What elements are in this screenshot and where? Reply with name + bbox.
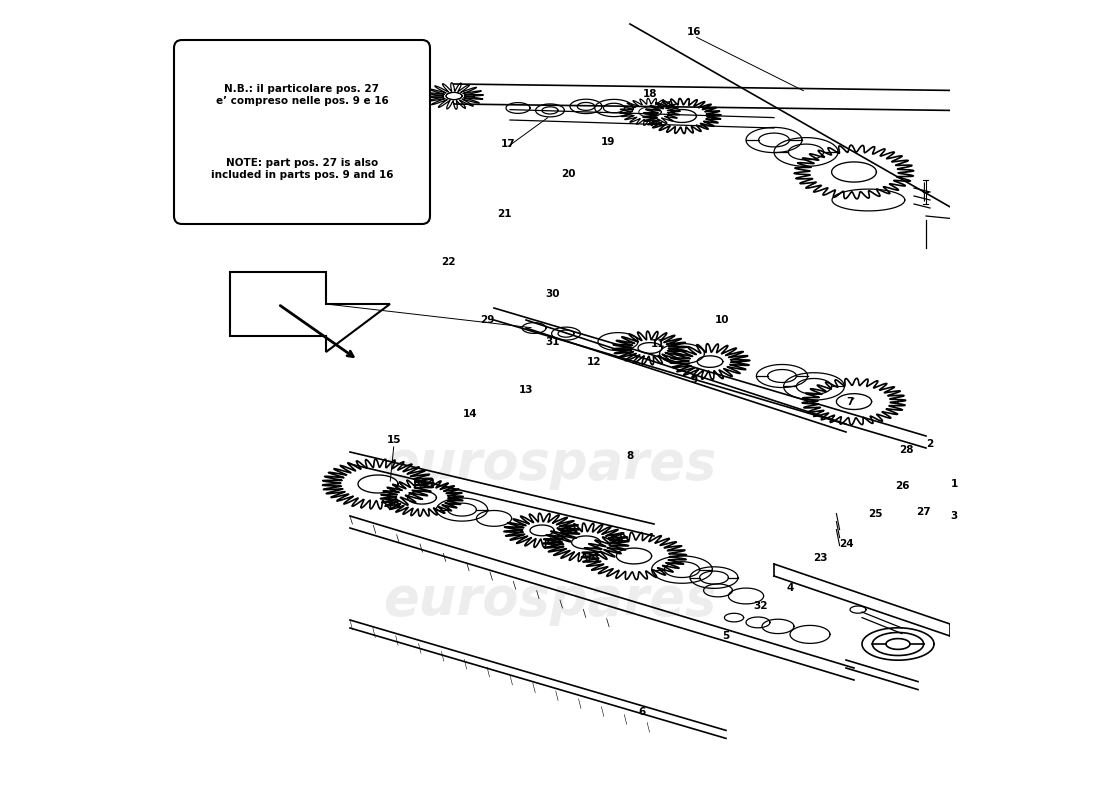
Text: 20: 20 <box>561 169 575 178</box>
Text: 3: 3 <box>950 511 958 521</box>
Text: 17: 17 <box>502 139 516 149</box>
Text: 9: 9 <box>691 375 697 385</box>
Text: 16: 16 <box>686 27 702 37</box>
Text: 23: 23 <box>813 553 827 562</box>
Text: eurospares: eurospares <box>383 438 717 490</box>
Text: 21: 21 <box>497 209 512 218</box>
Text: eurospares: eurospares <box>383 574 717 626</box>
Text: 5: 5 <box>723 631 729 641</box>
Text: 15: 15 <box>387 435 402 445</box>
Text: 12: 12 <box>586 357 602 366</box>
Text: 18: 18 <box>642 90 658 99</box>
Text: 7: 7 <box>846 397 854 406</box>
Text: 2: 2 <box>926 439 934 449</box>
Text: 6: 6 <box>638 707 646 717</box>
Text: 22: 22 <box>441 257 455 266</box>
Text: 26: 26 <box>894 481 910 490</box>
Text: 30: 30 <box>546 290 560 299</box>
FancyBboxPatch shape <box>174 40 430 224</box>
Text: 27: 27 <box>916 507 931 517</box>
Text: 31: 31 <box>546 337 560 346</box>
Text: 28: 28 <box>899 445 913 454</box>
Text: 13: 13 <box>519 385 534 394</box>
Text: 32: 32 <box>754 602 768 611</box>
Text: NOTE: part pos. 27 is also
included in parts pos. 9 and 16: NOTE: part pos. 27 is also included in p… <box>211 158 394 180</box>
Text: 29: 29 <box>481 315 495 325</box>
Text: 11: 11 <box>651 339 666 349</box>
Text: 4: 4 <box>786 583 794 593</box>
Text: 24: 24 <box>838 539 854 549</box>
Text: 14: 14 <box>463 410 477 419</box>
Text: 10: 10 <box>715 315 729 325</box>
Text: 19: 19 <box>602 138 616 147</box>
Text: 8: 8 <box>626 451 634 461</box>
Text: N.B.: il particolare pos. 27
e’ compreso nelle pos. 9 e 16: N.B.: il particolare pos. 27 e’ compreso… <box>216 84 388 106</box>
Text: 1: 1 <box>950 479 958 489</box>
Text: 25: 25 <box>868 509 883 518</box>
